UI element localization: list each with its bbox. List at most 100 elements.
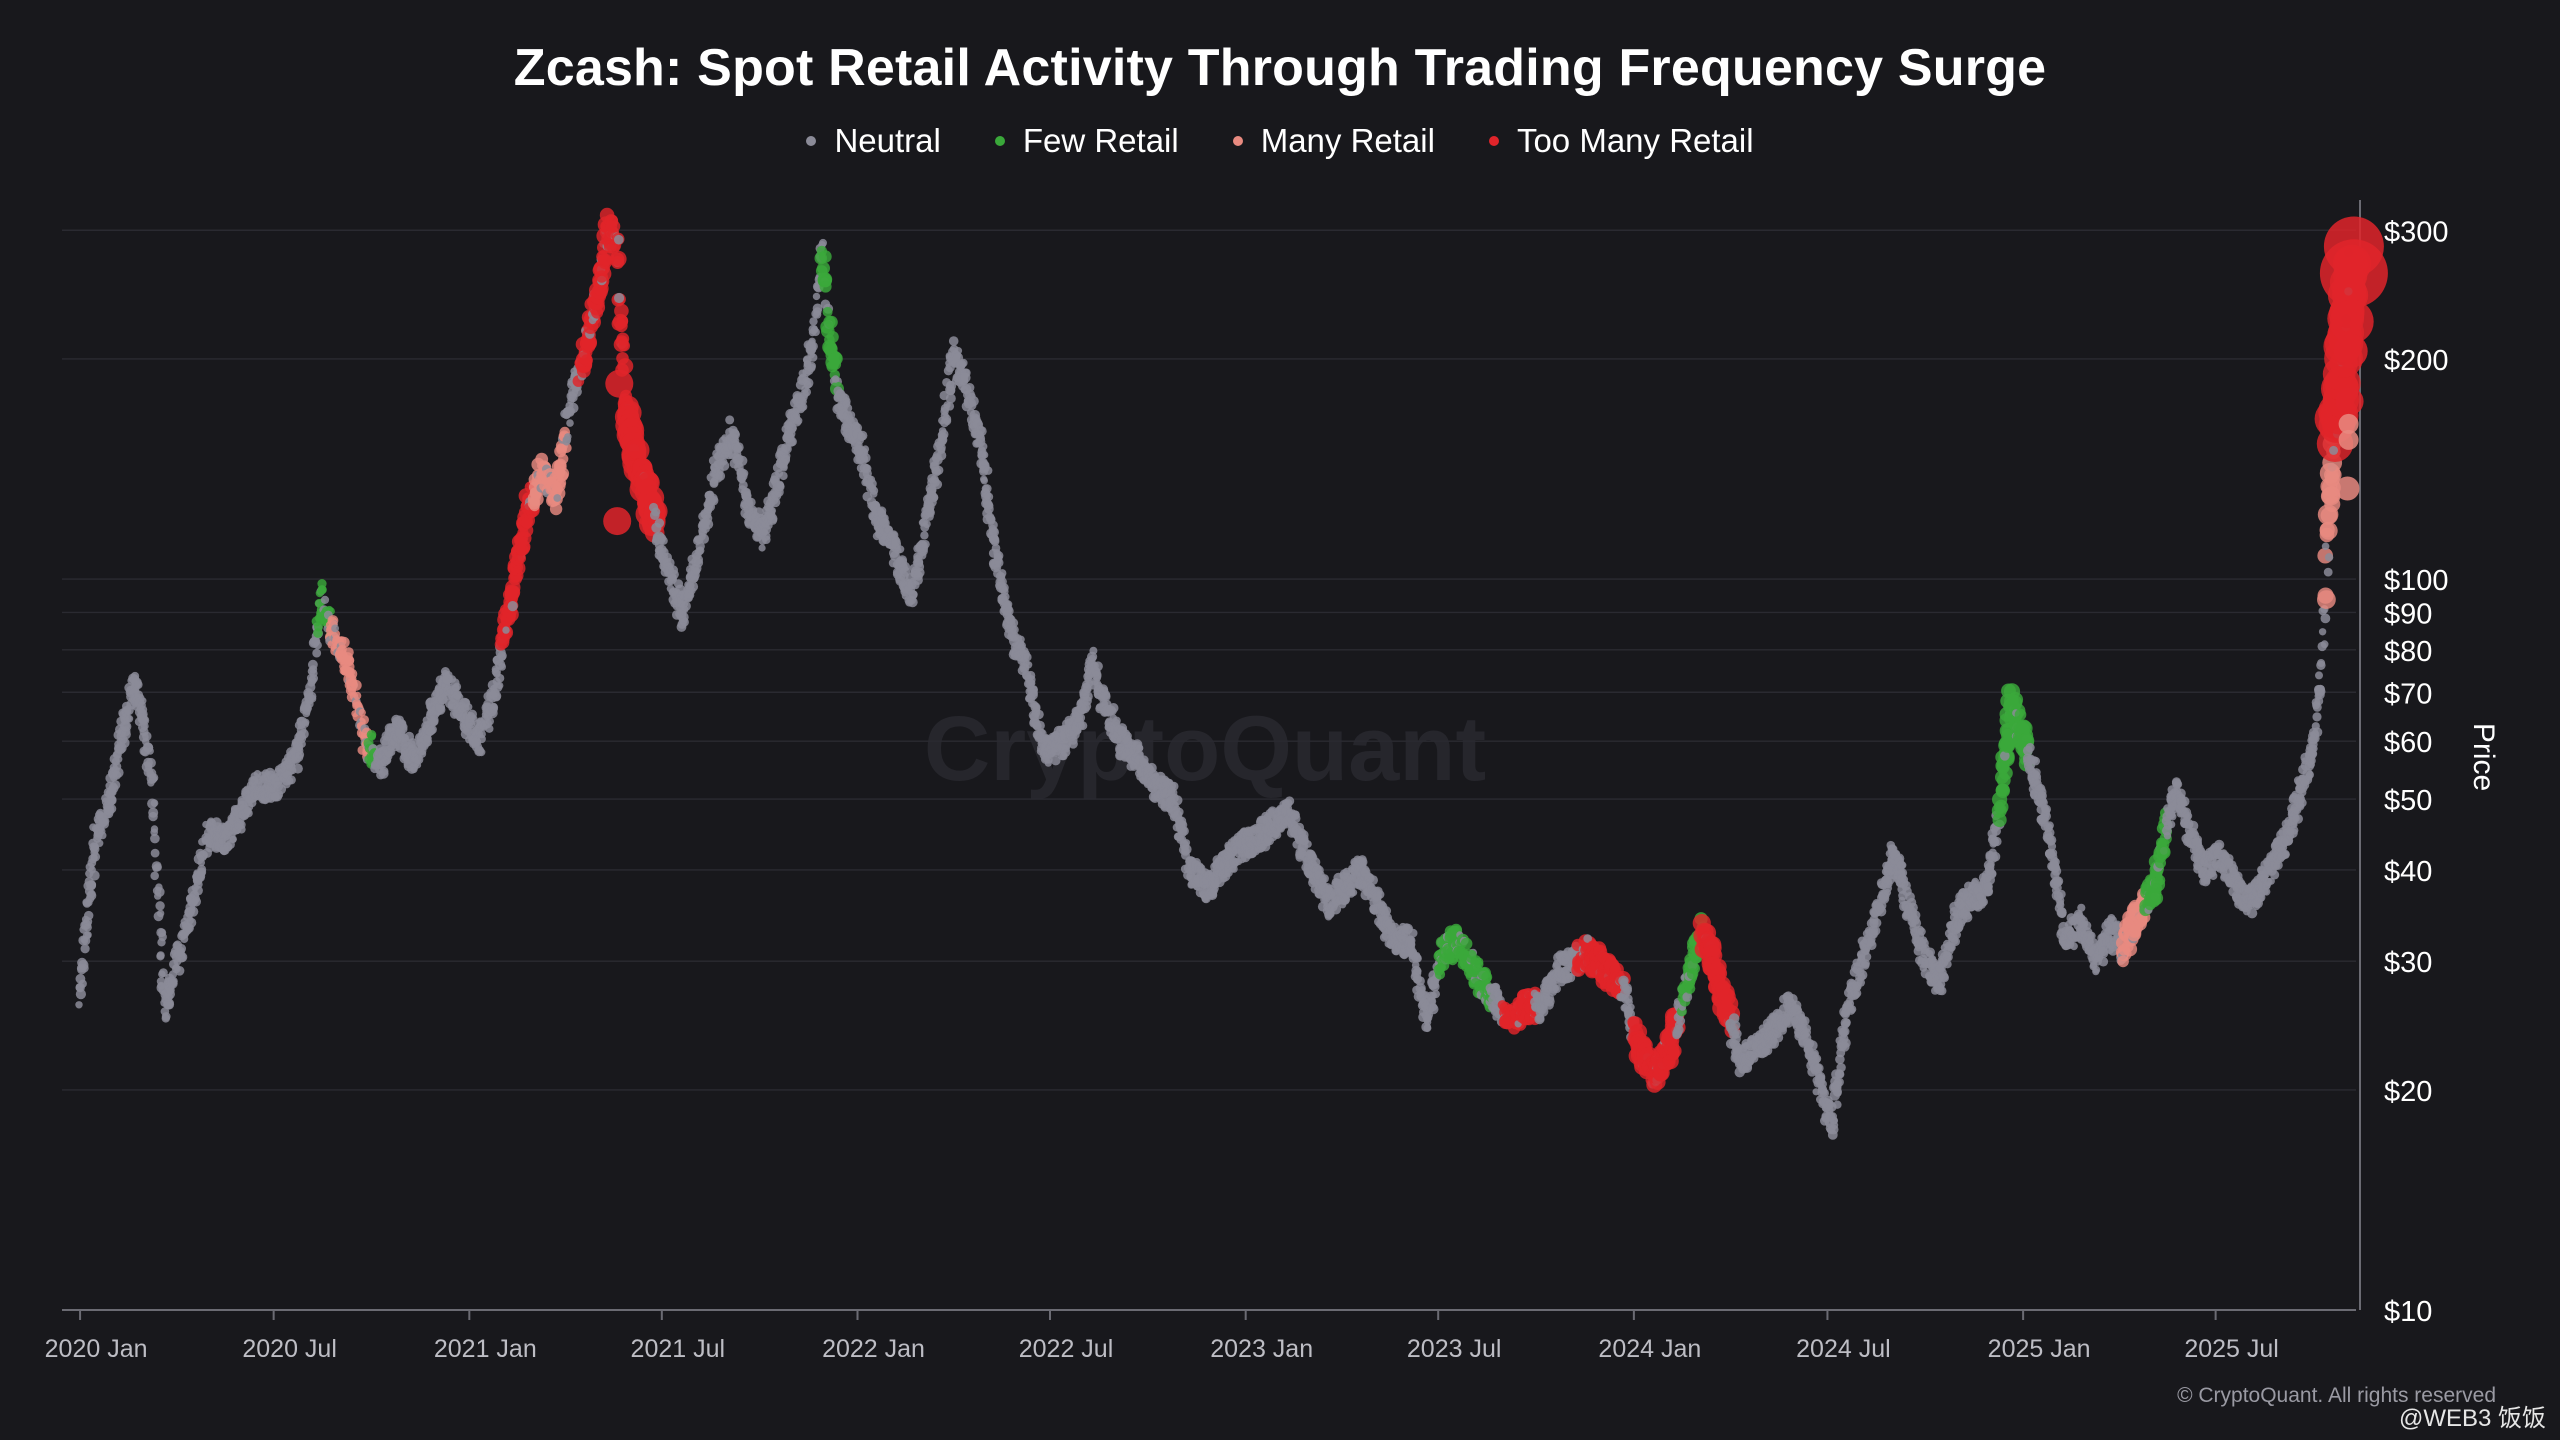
neutral-point <box>787 437 797 447</box>
neutral-point <box>954 347 963 355</box>
x-tick-label: 2025 Jan <box>1988 1335 2091 1363</box>
neutral-point <box>869 490 878 498</box>
neutral-point <box>688 581 699 592</box>
neutral-point <box>803 380 812 389</box>
neutral-point <box>243 806 252 815</box>
neutral-point <box>921 539 930 549</box>
neutral-point <box>948 336 959 346</box>
neutral-point <box>1673 1024 1684 1035</box>
neutral-point <box>80 944 90 954</box>
neutral-point <box>1027 679 1036 687</box>
neutral-point <box>150 799 159 807</box>
neutral-point <box>779 461 788 471</box>
neutral-point <box>156 951 165 960</box>
too-many-retail-point <box>616 332 630 346</box>
neutral-point <box>1833 1100 1842 1109</box>
neutral-point <box>808 337 816 345</box>
neutral-point <box>498 663 506 671</box>
neutral-point <box>464 703 473 711</box>
neutral-point <box>150 833 160 844</box>
neutral-point <box>295 750 305 759</box>
neutral-point <box>867 479 877 489</box>
neutral-point <box>156 977 166 986</box>
neutral-point <box>313 641 322 650</box>
neutral-point <box>1178 828 1187 838</box>
chart-title: Zcash: Spot Retail Activity Through Trad… <box>513 39 2047 97</box>
neutral-point <box>831 375 840 383</box>
legend-label-few-retail: Few Retail <box>1022 122 1179 159</box>
neutral-point <box>651 507 661 517</box>
x-tick-label: 2022 Jul <box>1019 1335 1114 1363</box>
x-tick-label: 2024 Jan <box>1598 1335 1701 1363</box>
neutral-point <box>843 403 853 413</box>
neutral-point <box>700 519 710 529</box>
legend-item-many-retail[interactable]: Many Retail <box>1232 122 1435 160</box>
neutral-point <box>692 567 701 575</box>
neutral-point <box>502 626 510 634</box>
neutral-point <box>1378 905 1389 916</box>
few-retail-point <box>819 280 832 293</box>
legend-item-neutral[interactable]: Neutral <box>806 122 941 160</box>
neutral-point <box>1411 968 1422 979</box>
too-many-retail-point <box>577 350 592 365</box>
neutral-point <box>427 725 437 735</box>
neutral-point <box>399 725 408 734</box>
neutral-point <box>191 896 202 907</box>
neutral-point <box>423 734 432 743</box>
neutral-point <box>908 590 918 599</box>
x-tick-label: 2020 Jul <box>242 1335 337 1363</box>
neutral-point <box>150 848 160 858</box>
neutral-point <box>1082 691 1093 702</box>
neutral-point <box>149 773 159 783</box>
neutral-point <box>1407 940 1415 949</box>
neutral-point <box>983 466 993 475</box>
neutral-point <box>857 432 866 442</box>
neutral-point <box>766 510 776 521</box>
y-tick-label: $20 <box>2384 1076 2432 1108</box>
legend-dot-few-retail-icon <box>994 136 1005 146</box>
neutral-point <box>1026 670 1036 680</box>
neutral-point <box>1284 796 1295 806</box>
few-retail-point <box>1474 959 1484 969</box>
neutral-point <box>180 935 189 943</box>
y-tick-label: $70 <box>2384 678 2432 710</box>
neutral-point <box>87 880 97 890</box>
neutral-point <box>945 402 955 411</box>
neutral-point <box>614 234 624 245</box>
legend-item-few-retail[interactable]: Few Retail <box>994 122 1179 160</box>
many-retail-point <box>350 679 362 691</box>
neutral-point <box>146 747 154 755</box>
neutral-point <box>812 303 823 314</box>
neutral-point <box>896 545 905 554</box>
neutral-point <box>1025 661 1033 669</box>
neutral-point <box>1023 652 1032 662</box>
few-retail-point <box>317 585 327 595</box>
neutral-point <box>699 534 709 544</box>
neutral-point <box>98 827 106 835</box>
neutral-point <box>925 504 934 514</box>
few-retail-point <box>367 732 376 741</box>
neutral-point <box>998 569 1007 578</box>
legend-item-too-many-retail[interactable]: Too Many Retail <box>1488 122 1754 160</box>
neutral-point <box>976 434 986 443</box>
neutral-point <box>614 292 625 304</box>
neutral-point <box>1833 1083 1842 1093</box>
neutral-point <box>931 467 942 477</box>
neutral-point <box>84 910 94 921</box>
y-tick-label: $30 <box>2384 947 2432 979</box>
neutral-point <box>1731 1034 1741 1044</box>
many-retail-point <box>549 502 563 516</box>
neutral-point <box>307 691 317 702</box>
neutral-point <box>719 457 728 466</box>
neutral-point <box>991 543 1001 553</box>
y-tick-label: $10 <box>2384 1296 2432 1328</box>
x-tick-label: 2024 Jul <box>1796 1335 1891 1363</box>
y-tick-label: $60 <box>2384 727 2432 759</box>
neutral-point <box>156 927 166 938</box>
too-many-retail-point <box>521 516 533 529</box>
x-tick-label: 2022 Jan <box>822 1335 925 1363</box>
neutral-point <box>1429 979 1439 990</box>
neutral-point <box>292 763 303 774</box>
neutral-point <box>134 690 144 700</box>
neutral-point <box>1172 795 1183 806</box>
